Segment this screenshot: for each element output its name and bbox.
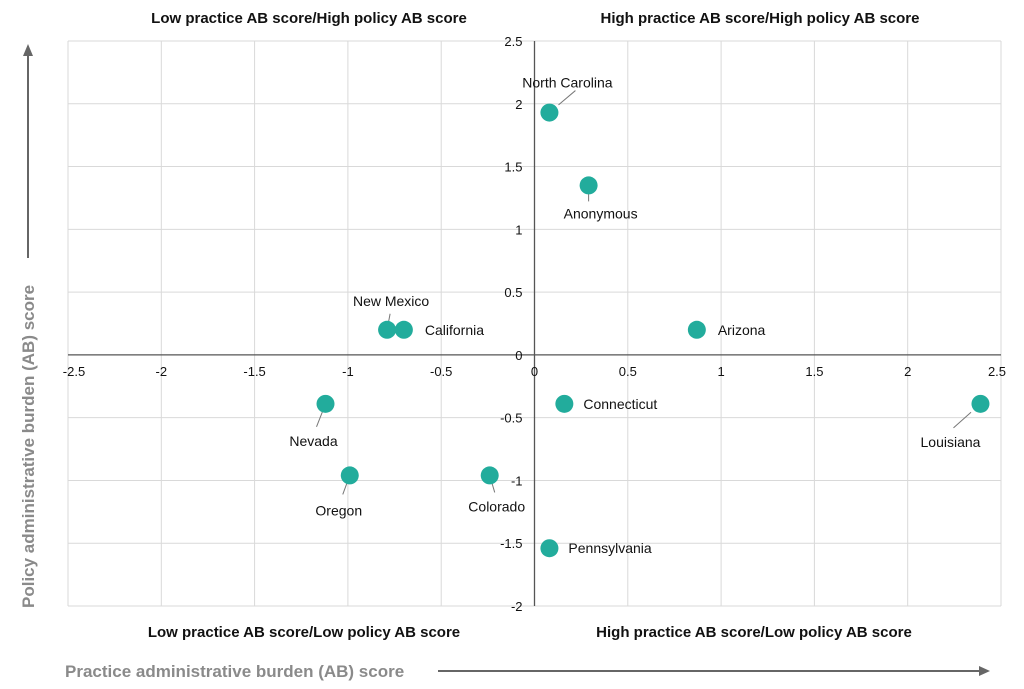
data-point-anonymous: [579, 176, 598, 195]
quadrant-label-top-left: Low practice AB score/High policy AB sco…: [151, 10, 467, 27]
leader-line: [316, 411, 323, 428]
point-label: California: [425, 322, 484, 338]
data-point-north-carolina: [540, 103, 559, 122]
leader-line: [558, 90, 576, 106]
y-tick-label: 2.5: [504, 34, 522, 49]
data-point-arizona: [687, 320, 706, 339]
x-tick-label: -1.5: [243, 364, 265, 379]
tick-labels: -2.5 -2 -1.5 -1 -0.5 0 0.5 1 1.5 2 2.5 2.5 2 1.5 1 0.5 0…: [63, 34, 1006, 614]
point-label: Louisiana: [921, 434, 981, 450]
x-tick-label: 1.5: [805, 364, 823, 379]
x-tick-label: -2: [156, 364, 168, 379]
y-tick-label: 1.5: [504, 160, 522, 175]
leader-line: [342, 481, 348, 495]
y-tick-label: -2: [511, 599, 523, 614]
point-label: Anonymous: [564, 205, 638, 221]
y-tick-label: 2: [515, 97, 522, 112]
point-label: North Carolina: [522, 75, 612, 91]
axes: [68, 41, 1001, 606]
data-point-colorado: [480, 466, 499, 485]
y-tick-label: -1.5: [500, 536, 522, 551]
x-tick-label: -2.5: [63, 364, 85, 379]
data-point-nevada: [316, 394, 335, 413]
point-label: Colorado: [468, 498, 525, 514]
data-point-pennsylvania: [540, 539, 559, 558]
x-tick-label: 2: [904, 364, 911, 379]
point-label: Arizona: [718, 322, 766, 338]
quadrant-label-bottom-left: Low practice AB score/Low policy AB scor…: [148, 624, 460, 641]
x-tick-label: 0: [531, 364, 538, 379]
x-tick-label: 2.5: [988, 364, 1006, 379]
point-label: Oregon: [315, 502, 362, 518]
data-point-connecticut: [555, 394, 574, 413]
data-point-louisiana: [971, 394, 990, 413]
data-points: [316, 103, 990, 558]
x-axis-title: Practice administrative burden (AB) scor…: [65, 662, 404, 681]
y-tick-label: 1: [515, 222, 522, 237]
y-tick-label: -0.5: [500, 411, 522, 426]
x-tick-label: -1: [342, 364, 354, 379]
data-point-california: [394, 320, 413, 339]
y-axis-title: Policy administrative burden (AB) score: [19, 285, 38, 608]
data-point-oregon: [340, 466, 359, 485]
x-tick-label: 1: [717, 364, 724, 379]
y-tick-label: 0: [515, 348, 522, 363]
x-tick-label: -0.5: [430, 364, 452, 379]
leader-line: [953, 411, 972, 429]
point-label: Nevada: [289, 433, 337, 449]
quadrant-label-top-right: High practice AB score/High policy AB sc…: [601, 10, 920, 27]
point-label: New Mexico: [353, 293, 429, 309]
x-axis-arrow-head: [979, 666, 990, 676]
y-tick-label: 0.5: [504, 285, 522, 300]
point-label: Pennsylvania: [568, 540, 651, 556]
data-point-new-mexico: [378, 320, 397, 339]
y-axis-arrow-head: [23, 44, 33, 56]
x-tick-label: 0.5: [619, 364, 637, 379]
point-labels: North Carolina Anonymous New Mexico Califor…: [289, 75, 980, 557]
point-label: Connecticut: [583, 396, 657, 412]
quadrant-label-bottom-right: High practice AB score/Low policy AB sco…: [596, 624, 912, 641]
y-tick-label: -1: [511, 473, 523, 488]
